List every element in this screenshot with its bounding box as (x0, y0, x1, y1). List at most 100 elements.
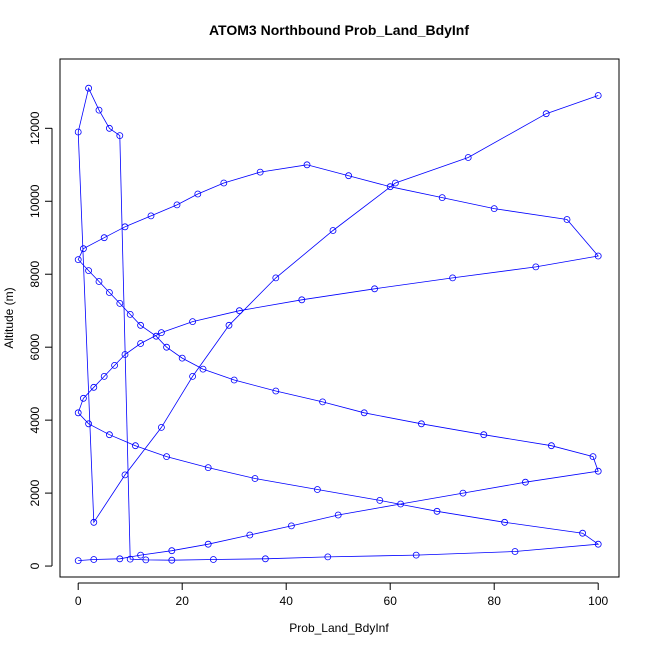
data-point (230, 376, 238, 384)
data-point (397, 500, 405, 508)
data-point (111, 361, 118, 369)
data-point (74, 256, 82, 264)
data-point (85, 420, 92, 428)
data-point (95, 106, 103, 114)
data-point (261, 555, 269, 563)
data-point (324, 553, 332, 561)
data-point (116, 555, 124, 563)
data-point (225, 321, 233, 329)
x-tick-label: 80 (488, 594, 502, 608)
data-point (412, 551, 420, 559)
data-point (272, 274, 280, 282)
data-point (433, 507, 441, 515)
x-tick-label: 40 (280, 594, 294, 608)
data-point (90, 556, 98, 563)
data-point (459, 489, 467, 497)
data-point (116, 132, 124, 140)
data-point (106, 431, 113, 439)
data-point (391, 179, 399, 187)
x-tick-label: 20 (176, 594, 190, 608)
data-point (246, 531, 254, 539)
data-point (194, 190, 202, 198)
y-tick-label: 4000 (28, 406, 42, 433)
data-point (209, 556, 217, 563)
data-point (345, 172, 353, 180)
data-point (121, 351, 129, 358)
data-point (173, 201, 181, 209)
data-point (319, 398, 327, 406)
data-point (152, 332, 160, 340)
data-point (548, 442, 555, 450)
data-point (168, 547, 176, 555)
data-point (251, 475, 259, 482)
data-point (157, 329, 165, 337)
data-point (594, 540, 602, 548)
data-point (100, 372, 108, 380)
data-point (121, 471, 129, 479)
data-point (386, 183, 394, 191)
y-tick-label: 2000 (28, 479, 42, 506)
data-point (594, 92, 602, 99)
y-tick-label: 6000 (28, 334, 42, 361)
data-point (589, 453, 597, 461)
plot-frame (59, 58, 620, 578)
y-tick-label: 10000 (28, 184, 42, 218)
data-point (313, 486, 321, 493)
data-point (438, 194, 446, 202)
data-point (106, 289, 113, 296)
data-point (334, 511, 342, 519)
data-point (74, 557, 82, 564)
data-point (85, 84, 92, 92)
data-point (157, 423, 165, 431)
data-point (594, 467, 602, 475)
data-point (137, 551, 145, 559)
data-point (298, 296, 306, 304)
data-point (90, 383, 98, 391)
y-axis-label: Altitude (m) (2, 287, 16, 348)
data-point (126, 555, 134, 563)
x-axis-label: Prob_Land_BdyInf (289, 621, 389, 635)
data-point (256, 168, 264, 176)
data-point (189, 318, 197, 326)
data-point (147, 212, 155, 220)
data-point (480, 431, 488, 439)
data-point (121, 223, 129, 231)
data-point (142, 556, 150, 564)
data-point (163, 343, 171, 351)
data-point (464, 154, 472, 161)
data-point (80, 245, 87, 253)
data-point (329, 227, 337, 234)
data-point (594, 252, 602, 260)
data-point (532, 263, 540, 271)
data-point (501, 518, 509, 526)
y-axis: 0 2000 4000 6000 8000 10000 12000 (28, 111, 53, 569)
data-point (287, 522, 295, 530)
x-axis: 0 20 40 60 80 100 (75, 582, 609, 608)
data-point (490, 205, 498, 213)
data-point (235, 307, 243, 315)
data-point (95, 278, 103, 285)
x-tick-label: 60 (384, 594, 398, 608)
data-point (90, 518, 98, 526)
data-point (563, 216, 571, 223)
data-point (542, 110, 550, 118)
y-tick-label: 8000 (28, 261, 42, 288)
data-point (522, 478, 529, 486)
data-point (511, 548, 519, 555)
data-point (163, 453, 171, 461)
data-point (85, 267, 92, 275)
data-point (74, 409, 82, 417)
data-point (220, 179, 228, 187)
data-point (417, 420, 425, 428)
chart-title: ATOM3 Northbound Prob_Land_BdyInf (209, 22, 469, 38)
data-series (74, 84, 602, 564)
data-point (360, 409, 368, 417)
y-tick-label: 0 (28, 562, 42, 569)
data-point (131, 442, 139, 450)
data-point (178, 354, 186, 362)
data-point (579, 529, 586, 537)
data-point (371, 285, 379, 293)
data-point (137, 340, 145, 347)
data-point (189, 372, 197, 380)
